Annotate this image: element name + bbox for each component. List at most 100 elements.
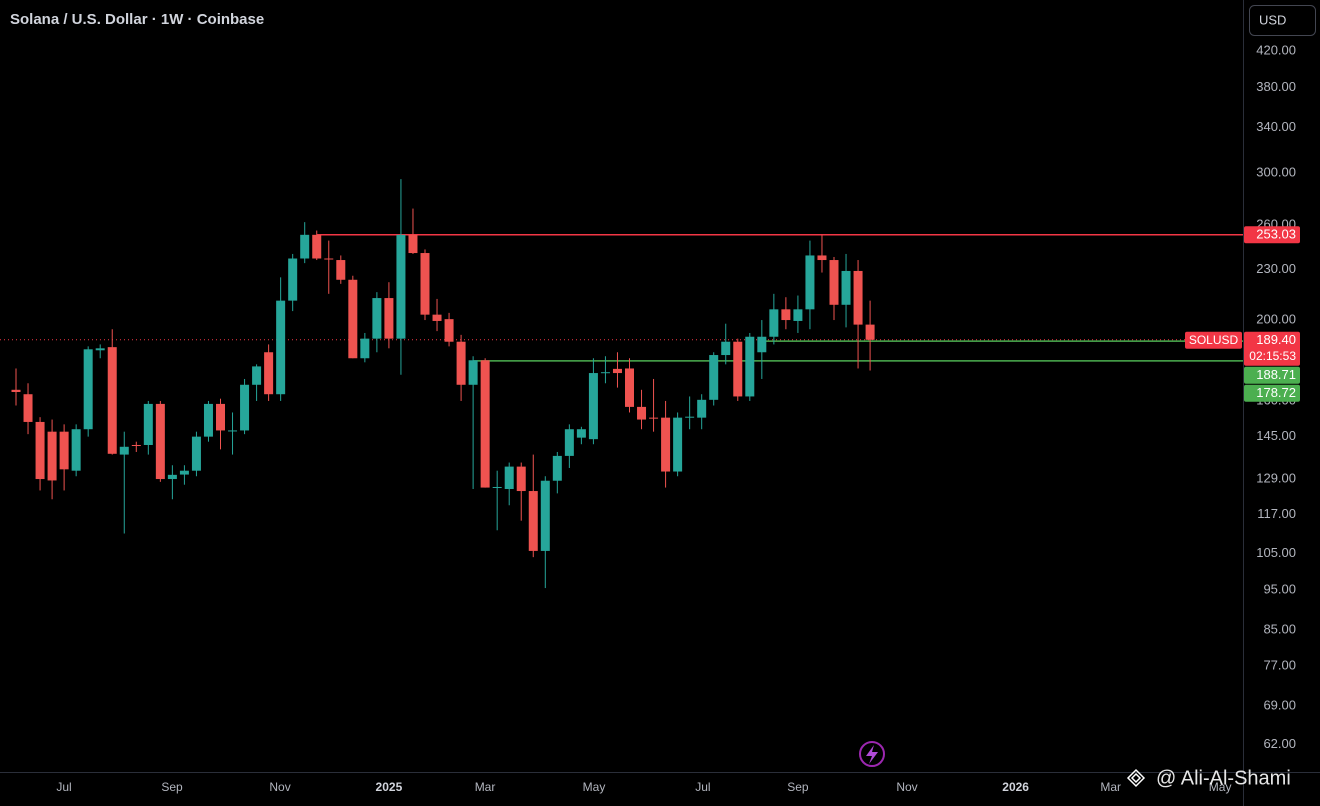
candle-body [444, 319, 454, 342]
candle-body [11, 389, 21, 393]
x-tick-label: 2026 [1002, 780, 1029, 794]
y-tick-label: 380.00 [1256, 79, 1296, 94]
y-tick-label: 105.00 [1256, 545, 1296, 560]
candle-body [59, 431, 69, 470]
y-tick-label: 77.00 [1263, 658, 1296, 673]
y-tick-label: 117.00 [1257, 506, 1296, 521]
candle-body [107, 347, 117, 454]
candle-body [805, 255, 815, 310]
symbol-badge [1185, 331, 1242, 349]
currency-button[interactable] [1249, 5, 1316, 36]
alert-icon [859, 741, 885, 767]
candle-body [649, 417, 659, 419]
x-tick-label: Jul [56, 780, 71, 794]
candle-body [504, 466, 514, 490]
candle-body [240, 384, 250, 431]
candle-body [264, 352, 274, 395]
candle-body [35, 421, 45, 480]
candle-body [516, 466, 526, 492]
candle-body [781, 309, 791, 321]
currency-label[interactable]: USD [1259, 12, 1286, 27]
candle-body [420, 253, 430, 315]
candle-body [203, 403, 213, 437]
candle-body [576, 429, 586, 438]
x-tick-label: Sep [787, 780, 809, 794]
candle-body [600, 372, 610, 374]
candle-body [673, 417, 683, 472]
level-label: 178.72 [1256, 385, 1296, 400]
candle-body [552, 455, 562, 481]
watermark-icon [1126, 768, 1146, 788]
candle-body [528, 491, 538, 551]
candle-body [23, 394, 33, 422]
candle-body [119, 446, 129, 455]
candle-body [396, 234, 406, 339]
y-tick-label: 85.00 [1263, 622, 1296, 637]
candle-body [733, 341, 743, 397]
y-tick-label: 300.00 [1256, 164, 1296, 179]
candle-body [829, 260, 839, 305]
candle-body [131, 444, 141, 446]
x-tick-label: Sep [161, 780, 183, 794]
candle-body [468, 360, 478, 385]
candle-body [745, 336, 755, 397]
candle-body [167, 474, 177, 480]
icon-bolt [866, 745, 878, 764]
watermark: @ Ali-Al-Shami [1156, 767, 1291, 789]
candle-body [769, 309, 779, 337]
candle-body [360, 338, 370, 359]
overlay: 420.00380.00340.00300.00260.00230.00200.… [56, 42, 1300, 794]
candle-body [47, 431, 57, 481]
candle-body [408, 234, 418, 254]
y-tick-label: 145.00 [1256, 428, 1296, 443]
x-tick-label: Nov [269, 780, 290, 794]
x-tick-label: May [583, 780, 606, 794]
candle-body [276, 300, 286, 395]
candle-body [432, 314, 442, 321]
y-tick-label: 69.00 [1263, 697, 1296, 712]
y-tick-label: 62.00 [1263, 736, 1296, 751]
last-price-badge [1244, 331, 1300, 366]
y-tick-label: 129.00 [1256, 470, 1296, 485]
x-tick-label: Mar [475, 780, 496, 794]
candle-body [336, 260, 346, 280]
level-badge [1244, 384, 1300, 402]
candle-body [143, 403, 153, 445]
candle-body [697, 399, 707, 418]
x-tick-label: Jul [695, 780, 710, 794]
candle-body [637, 406, 647, 420]
y-tick-label: 230.00 [1256, 261, 1296, 276]
candle-body [384, 298, 394, 339]
plot-area [0, 179, 1243, 589]
x-tick-label: Mar [1100, 780, 1121, 794]
candle-body [179, 470, 189, 475]
candle-body [300, 234, 310, 259]
candle-body [757, 336, 767, 353]
countdown-label: 02:15:53 [1249, 349, 1296, 363]
candle-body [492, 486, 502, 488]
candle-body [865, 324, 875, 340]
candle-body [612, 368, 622, 374]
candle-body [841, 270, 851, 305]
candle-body [95, 348, 105, 351]
x-tick-label: 2025 [376, 780, 403, 794]
candle-body [817, 255, 827, 261]
candle-body [540, 480, 550, 551]
candle-body [480, 360, 490, 488]
y-tick-label: 420.00 [1256, 42, 1296, 57]
candle-body [709, 355, 719, 400]
candle-body [793, 309, 803, 321]
candle-body [215, 403, 225, 431]
candle-body [71, 429, 81, 471]
candle-body [83, 349, 93, 430]
x-tick-label: Nov [896, 780, 917, 794]
candle-body [228, 430, 238, 432]
candle-body [312, 234, 322, 259]
icon-ring [859, 741, 885, 767]
candle-body [155, 403, 165, 480]
candle-body [661, 417, 671, 472]
candle-body [564, 429, 574, 456]
